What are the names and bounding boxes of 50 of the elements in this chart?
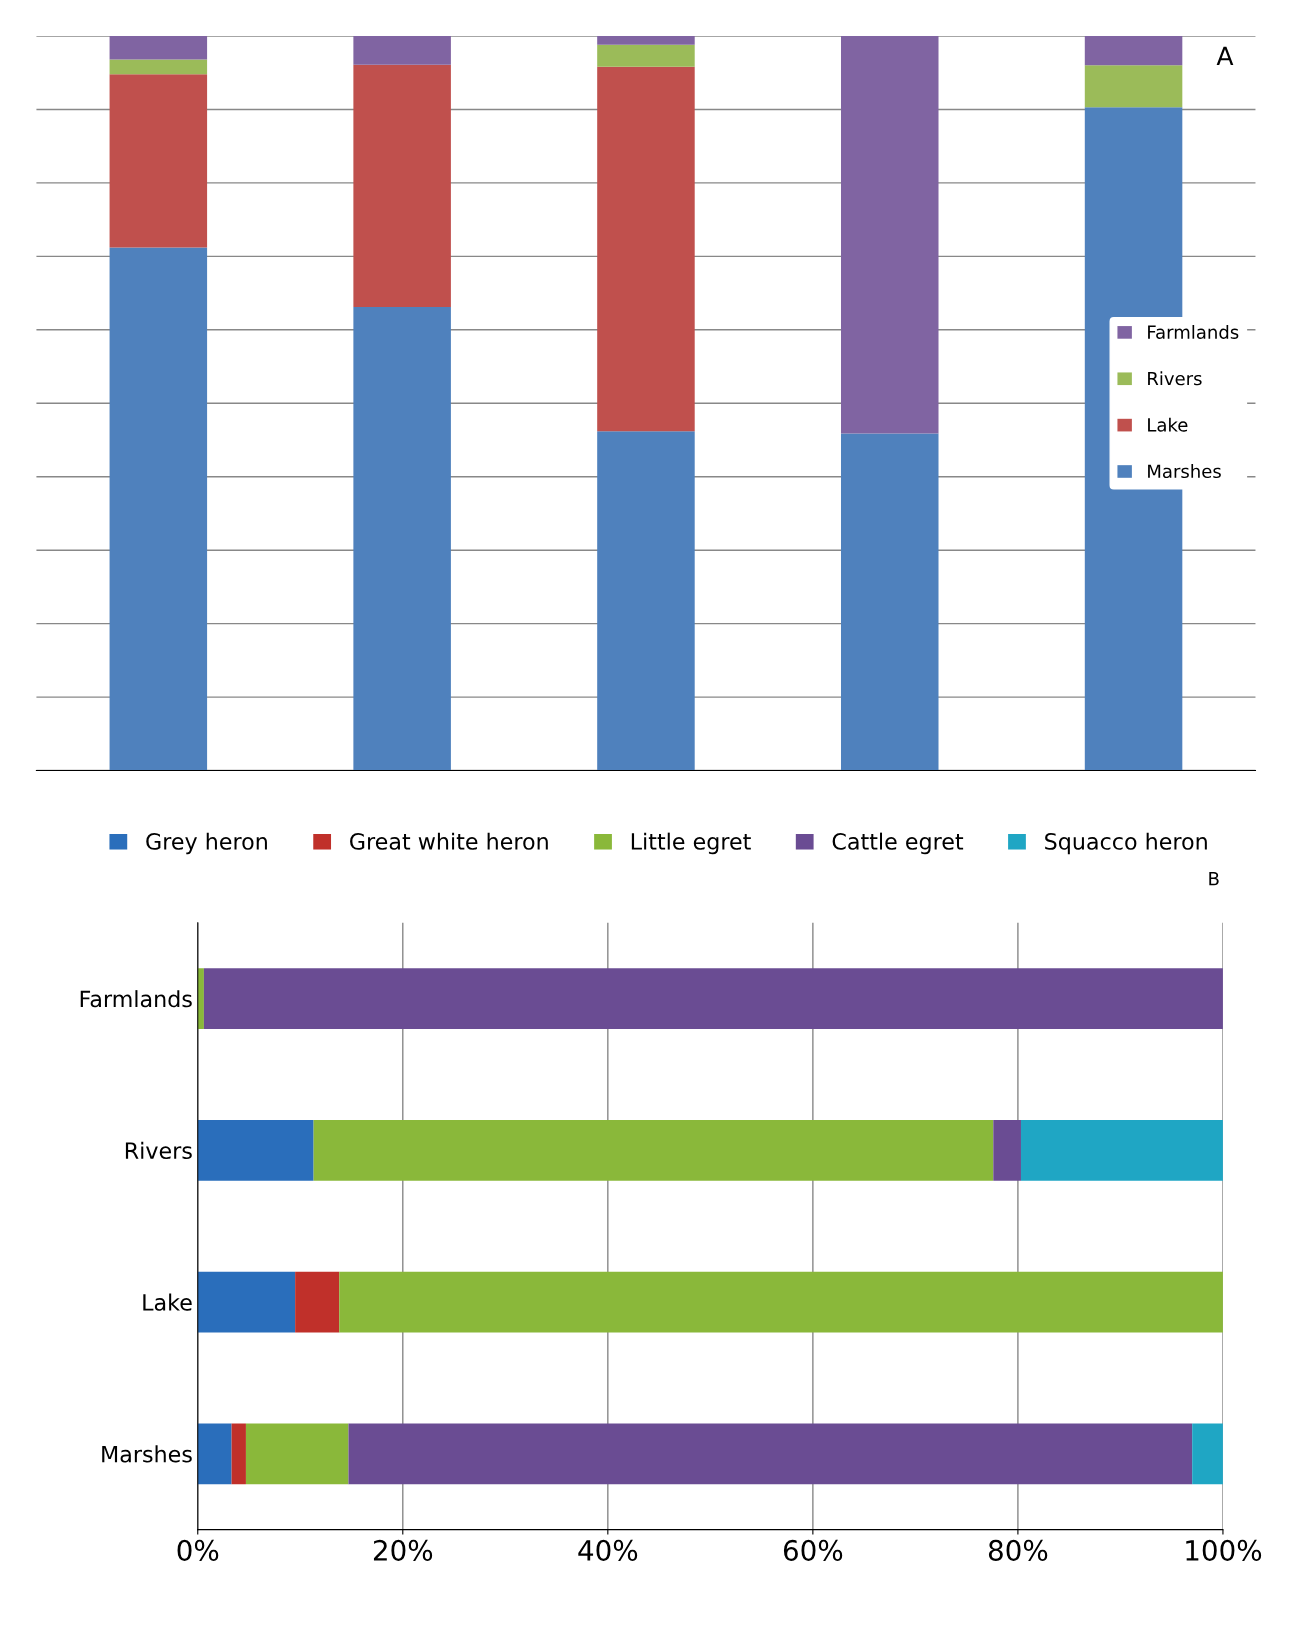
bar xyxy=(245,1423,349,1485)
bar xyxy=(1084,65,1183,108)
bar xyxy=(597,431,695,771)
x-tick-label: 80% xyxy=(988,1539,1048,1561)
legend-label: Great white heron xyxy=(350,832,548,850)
bar xyxy=(109,59,208,75)
bar xyxy=(109,74,208,248)
bar xyxy=(353,307,451,771)
legend-label: Marshes xyxy=(1148,464,1221,479)
y-tick-label: Marshes xyxy=(102,1445,192,1463)
bar xyxy=(197,1271,296,1333)
bar xyxy=(597,66,695,432)
legend-label: Rivers xyxy=(1148,371,1202,386)
bar xyxy=(339,1271,1223,1333)
bar xyxy=(313,1119,994,1181)
legend-label: Cattle egret xyxy=(832,832,964,855)
bar xyxy=(840,433,939,771)
y-tick-label: Rivers xyxy=(125,1141,192,1160)
y-tick-label: Farmlands xyxy=(80,990,192,1008)
x-tick-label: 0% xyxy=(177,1539,219,1561)
legend-label: Grey heron xyxy=(146,832,267,855)
legend-label: Lake xyxy=(1148,417,1188,432)
text: B xyxy=(1209,872,1219,886)
bar xyxy=(353,64,451,308)
y-tick-label: Lake xyxy=(143,1293,192,1311)
bar xyxy=(1020,1119,1223,1181)
bar xyxy=(1084,35,1183,66)
x-tick-label: 40% xyxy=(578,1539,638,1561)
legend-label: Farmlands xyxy=(1148,324,1239,339)
bar xyxy=(353,35,451,65)
bar xyxy=(197,1119,314,1181)
x-tick-label: 100% xyxy=(1186,1539,1262,1561)
bar xyxy=(197,1423,232,1485)
annotation: A xyxy=(1216,46,1234,65)
bar xyxy=(197,968,204,1029)
bar xyxy=(1192,1423,1223,1485)
bar xyxy=(348,1423,1193,1485)
bar xyxy=(109,247,208,771)
bar xyxy=(203,968,1223,1029)
bar xyxy=(231,1423,246,1485)
bar xyxy=(993,1119,1021,1181)
x-tick-label: 60% xyxy=(783,1539,843,1561)
bar xyxy=(597,44,695,67)
legend-label: Little egret xyxy=(631,832,751,855)
bar xyxy=(295,1271,340,1333)
x-tick-label: 20% xyxy=(373,1539,433,1561)
bar xyxy=(597,35,695,45)
bar xyxy=(840,35,939,434)
bar xyxy=(109,35,208,60)
legend-label: Squacco heron xyxy=(1045,832,1207,855)
